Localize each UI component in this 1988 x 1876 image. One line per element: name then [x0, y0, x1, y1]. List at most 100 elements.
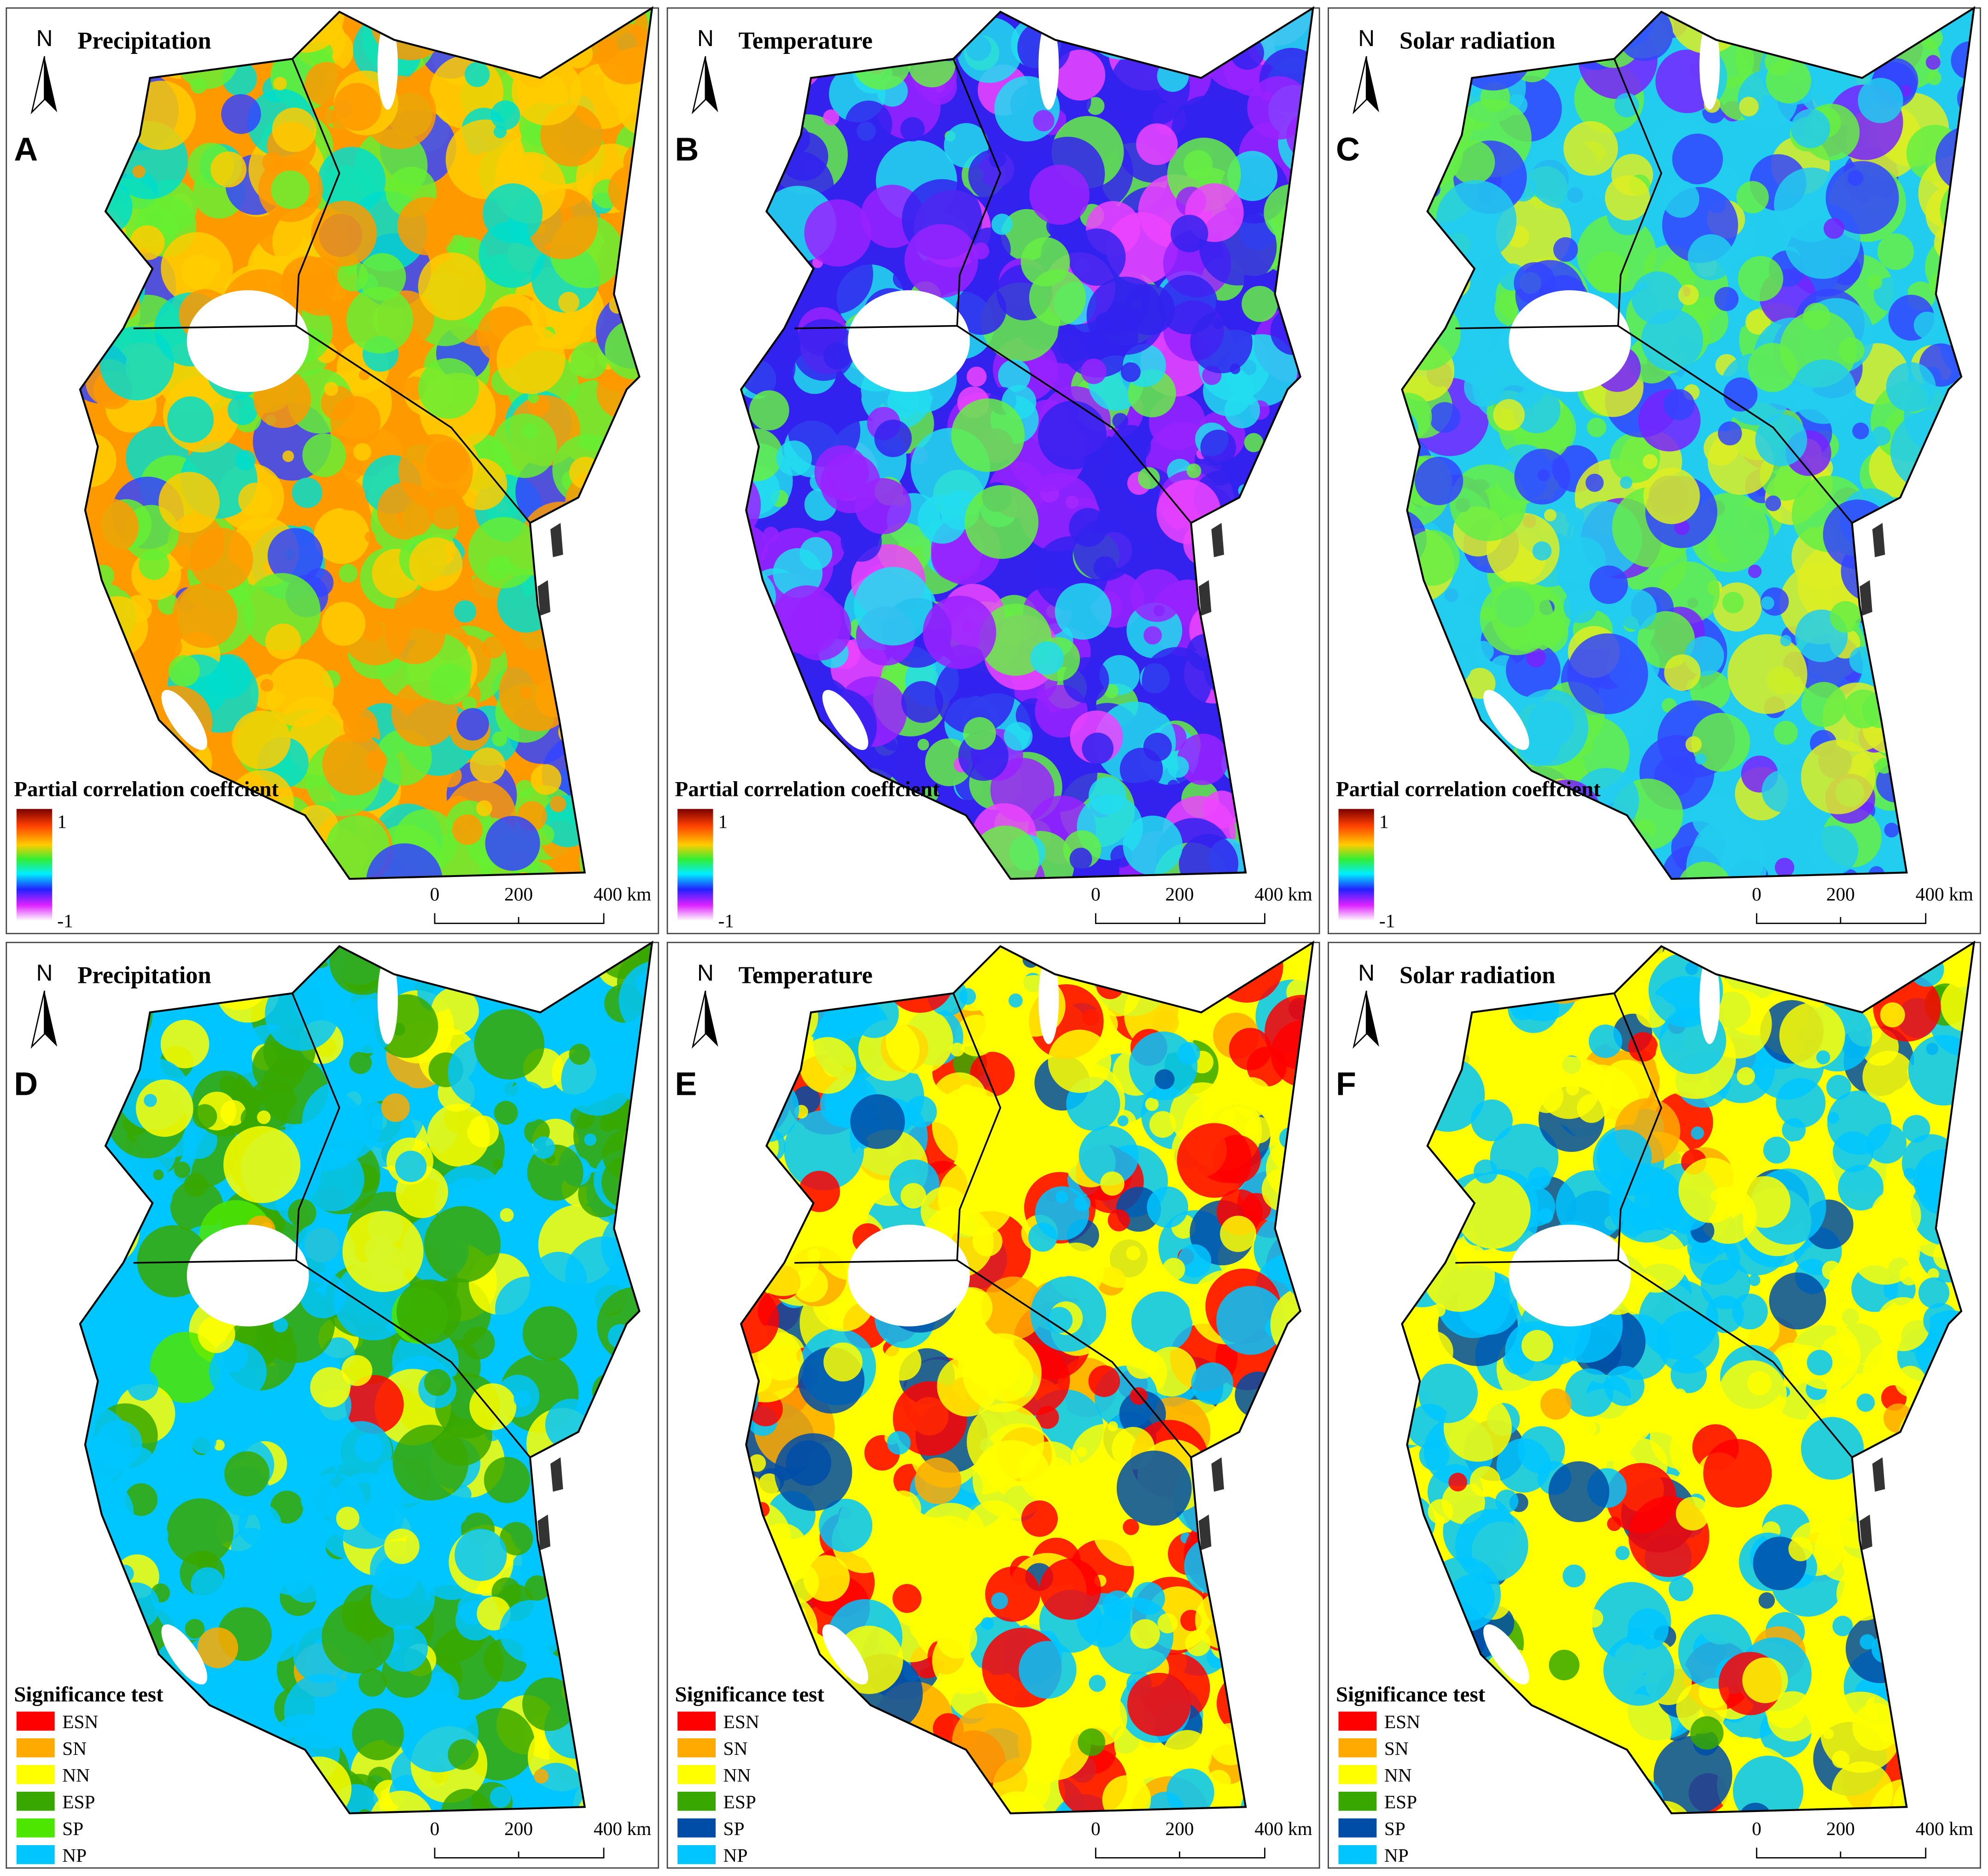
map-patch [1603, 1635, 1674, 1706]
map-patch [1506, 643, 1561, 698]
map-patch [1634, 1176, 1686, 1229]
map-patch [1637, 611, 1695, 669]
map-patch [381, 1093, 410, 1122]
map-patch [326, 1060, 352, 1086]
map-patch [1718, 1360, 1787, 1429]
map-patch [1596, 1002, 1621, 1027]
map-patch [1517, 1426, 1565, 1474]
map-patch [282, 450, 294, 462]
map-patch [499, 1600, 562, 1663]
map-patch [136, 1079, 193, 1137]
lake [377, 955, 398, 1044]
map-patch [1641, 309, 1703, 371]
map-patch [364, 531, 376, 543]
legend-label: ESP [723, 1791, 756, 1812]
map-patch [1120, 362, 1141, 382]
map-patch [1526, 648, 1546, 668]
panel-title: Temperature [739, 28, 873, 54]
map-patch [784, 1110, 864, 1191]
map-patch [152, 631, 182, 661]
map-patch [1703, 1439, 1772, 1508]
map-patch [1737, 256, 1784, 302]
legend-swatch [677, 1791, 716, 1811]
map-patch [1171, 215, 1208, 252]
map-patch [1628, 1032, 1658, 1062]
map-patch [1686, 827, 1767, 879]
map-patch [884, 1490, 921, 1528]
map-patch [1544, 509, 1557, 521]
map-patch [137, 1327, 151, 1341]
map-patch [1230, 363, 1241, 374]
map-patch [342, 1211, 424, 1292]
border [291, 993, 340, 1261]
map-patch [476, 800, 492, 817]
border [1613, 993, 1662, 1261]
map-patch [441, 1788, 491, 1813]
legend-swatch [16, 1818, 55, 1838]
map-patch [1033, 1112, 1051, 1129]
map-patch [1463, 367, 1504, 407]
map-patch [823, 1342, 863, 1382]
map-patch [1678, 1157, 1744, 1223]
map-patch [1143, 626, 1162, 645]
map-patch [549, 1025, 573, 1049]
panel: N Precipitation D Significance test ESN SN NN E… [6, 905, 659, 1869]
legend-swatch [677, 1818, 716, 1838]
map-patch [1601, 1059, 1652, 1110]
map-patch [1706, 1295, 1744, 1333]
map-patch [1247, 76, 1311, 140]
map-patch [291, 477, 322, 508]
map-patch [346, 286, 414, 354]
map-patch [118, 580, 129, 591]
map-patch [243, 573, 321, 651]
map-patch [1832, 1131, 1874, 1172]
map-patch [1079, 1126, 1139, 1186]
map-patch [1832, 1616, 1853, 1636]
map-patch [449, 1506, 467, 1524]
map-patch [904, 224, 978, 298]
map-patch [1527, 701, 1574, 748]
map-patch [1177, 733, 1229, 785]
map-patch [513, 1390, 531, 1408]
map-patch [184, 1173, 208, 1197]
north-label: N [1358, 25, 1375, 51]
map-patch [1673, 1388, 1686, 1401]
map-patch [962, 1333, 1042, 1413]
map-patch [1108, 1209, 1130, 1232]
map-patch [955, 284, 1007, 335]
map-patch [1727, 634, 1807, 714]
map-patch [1432, 1303, 1446, 1317]
map-patch [1615, 93, 1639, 117]
map-patch [1588, 1024, 1622, 1058]
map-patch [1788, 1537, 1813, 1561]
map-patch [1692, 806, 1707, 821]
map-patch [531, 764, 562, 795]
map-patch [1643, 468, 1700, 524]
map-patch [1436, 180, 1517, 261]
map-patch [392, 1425, 469, 1501]
map-patch [584, 1134, 597, 1146]
scale-label: 0 [1091, 1818, 1101, 1839]
map-patch [352, 687, 370, 706]
map-patch [1765, 495, 1781, 511]
map-patch [1616, 589, 1657, 630]
legend-label: ESN [723, 1711, 759, 1732]
map-patch [1177, 1123, 1252, 1198]
map-patch [454, 600, 477, 623]
map-patch [1563, 121, 1618, 176]
map-patch [1473, 641, 1494, 662]
map-patch [384, 603, 445, 664]
border [1613, 58, 1662, 326]
map-patch [749, 390, 789, 431]
map-patch [1589, 565, 1628, 604]
legend-title: Partial correlation coeffcient [675, 777, 940, 801]
map-patch [1801, 740, 1876, 814]
map-patch [1055, 583, 1112, 640]
north-label: N [697, 960, 714, 986]
map-patch [1089, 1675, 1106, 1692]
map-patch [1191, 1362, 1234, 1405]
map-patch [804, 199, 872, 267]
map-patch [273, 76, 287, 91]
legend-label: NP [723, 1845, 748, 1866]
